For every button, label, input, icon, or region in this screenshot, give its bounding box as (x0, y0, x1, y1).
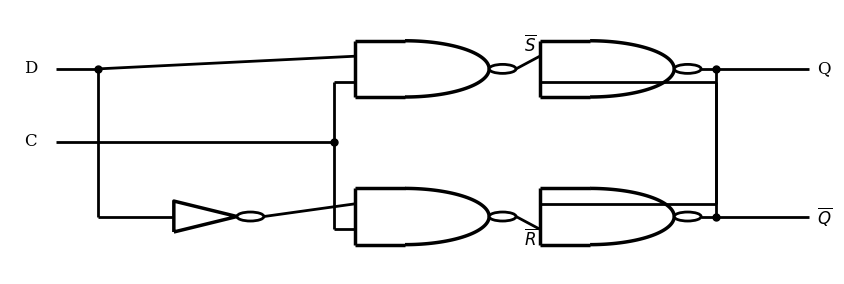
Text: $\overline{S}$: $\overline{S}$ (524, 34, 537, 55)
Text: $\overline{R}$: $\overline{R}$ (524, 228, 538, 249)
Circle shape (674, 64, 701, 73)
Circle shape (674, 212, 701, 221)
Text: Q: Q (817, 60, 830, 77)
Text: $\overline{Q}$: $\overline{Q}$ (817, 205, 832, 228)
Circle shape (237, 212, 264, 221)
Text: C: C (24, 133, 37, 151)
Text: D: D (24, 60, 37, 77)
Circle shape (490, 64, 516, 73)
Circle shape (490, 212, 516, 221)
